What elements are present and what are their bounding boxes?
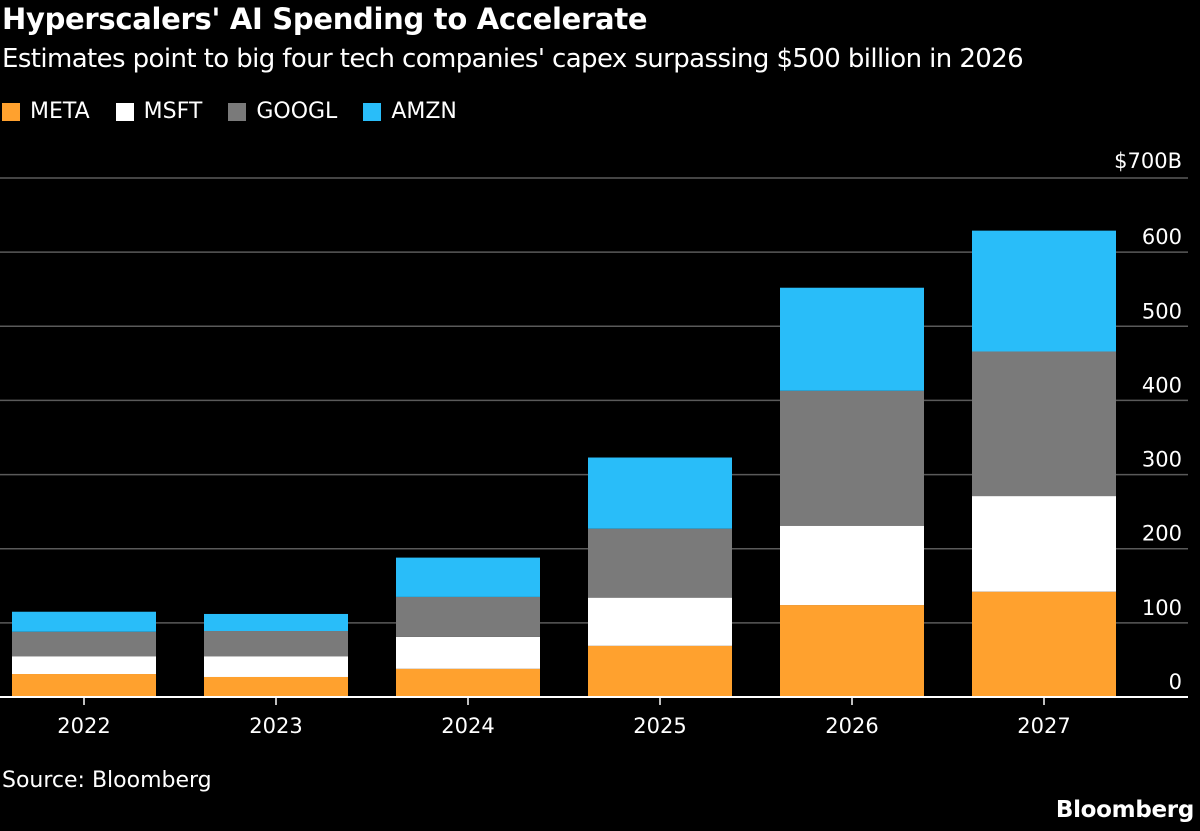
bar-googl-2025 bbox=[588, 528, 732, 598]
bar-msft-2024 bbox=[396, 636, 540, 669]
bar-amzn-2023 bbox=[204, 613, 348, 632]
y-tick-label: 400 bbox=[1142, 373, 1182, 397]
bar-amzn-2025 bbox=[588, 457, 732, 529]
legend-swatch bbox=[2, 102, 20, 121]
y-tick-label: 500 bbox=[1142, 299, 1182, 323]
legend-item: MSFT bbox=[115, 99, 203, 124]
bar-meta-2023 bbox=[204, 676, 348, 697]
bar-googl-2022 bbox=[12, 631, 156, 657]
bar-amzn-2027 bbox=[972, 230, 1116, 352]
legend: META MSFT GOOGL AMZN bbox=[2, 99, 457, 124]
bar-googl-2027 bbox=[972, 351, 1116, 497]
bar-msft-2022 bbox=[12, 656, 156, 675]
legend-swatch bbox=[363, 102, 382, 121]
legend-item: GOOGL bbox=[228, 99, 337, 124]
bar-googl-2023 bbox=[204, 631, 348, 657]
y-tick-label: 100 bbox=[1142, 596, 1182, 620]
bar-msft-2026 bbox=[780, 525, 924, 606]
legend-item: AMZN bbox=[363, 99, 457, 124]
source-note: Source: Bloomberg bbox=[2, 768, 212, 793]
legend-label: MSFT bbox=[143, 99, 203, 124]
bar-googl-2024 bbox=[396, 596, 540, 637]
legend-swatch bbox=[228, 102, 247, 121]
y-tick-label: $700B bbox=[1114, 149, 1182, 173]
bar-meta-2026 bbox=[780, 605, 924, 697]
bar-msft-2023 bbox=[204, 656, 348, 677]
bloomberg-logo: Bloomberg bbox=[1055, 797, 1194, 823]
bar-meta-2024 bbox=[396, 668, 540, 697]
bar-meta-2025 bbox=[588, 645, 732, 697]
x-tick-label: 2022 bbox=[57, 714, 110, 738]
bar-googl-2026 bbox=[780, 390, 924, 526]
legend-label: GOOGL bbox=[256, 99, 338, 124]
bar-meta-2022 bbox=[12, 674, 156, 697]
bar-msft-2025 bbox=[588, 597, 732, 646]
x-tick-label: 2027 bbox=[1017, 714, 1070, 738]
bar-amzn-2022 bbox=[12, 611, 156, 632]
bar-amzn-2026 bbox=[780, 287, 924, 391]
x-tick-label: 2024 bbox=[441, 714, 494, 738]
legend-item: META bbox=[2, 99, 90, 124]
bar-meta-2027 bbox=[972, 591, 1116, 697]
legend-label: AMZN bbox=[391, 99, 457, 124]
chart-subtitle: Estimates point to big four tech compani… bbox=[2, 44, 1024, 74]
chart-title: Hyperscalers' AI Spending to Accelerate bbox=[2, 2, 648, 36]
bar-amzn-2024 bbox=[396, 557, 540, 597]
bar-msft-2027 bbox=[972, 496, 1116, 592]
y-tick-label: 0 bbox=[1169, 670, 1182, 694]
x-tick-label: 2026 bbox=[825, 714, 878, 738]
y-tick-label: 300 bbox=[1142, 448, 1182, 472]
legend-swatch bbox=[115, 102, 134, 121]
y-tick-label: 600 bbox=[1142, 225, 1182, 249]
y-tick-label: 200 bbox=[1142, 522, 1182, 546]
x-tick-label: 2023 bbox=[249, 714, 302, 738]
legend-label: META bbox=[30, 99, 90, 124]
x-tick-label: 2025 bbox=[633, 714, 686, 738]
